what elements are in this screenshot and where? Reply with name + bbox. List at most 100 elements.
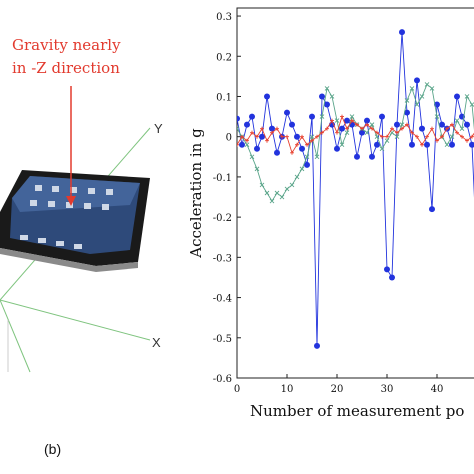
series-2-point <box>405 122 409 127</box>
series-1-point <box>329 94 335 99</box>
series-0-point <box>274 149 280 156</box>
series-1-point <box>334 118 340 123</box>
series-2-point <box>415 134 419 139</box>
series-0-point <box>469 141 474 148</box>
series-1-point <box>309 134 315 140</box>
series-2-point <box>435 138 439 143</box>
series-1-point <box>404 98 410 103</box>
series-0-point <box>324 101 330 108</box>
series-2-point <box>240 134 244 139</box>
series-0-point <box>369 153 375 160</box>
series-2-point <box>385 134 389 139</box>
series-2-point <box>280 134 284 139</box>
series-0-point <box>439 121 445 128</box>
gravity-arrow-head <box>66 196 76 206</box>
series-0-point <box>269 125 275 132</box>
series-1-point <box>464 94 470 99</box>
series-2-point <box>345 126 349 131</box>
series-2-point <box>340 114 344 119</box>
x-tick-label: 40 <box>431 384 444 395</box>
series-1-point <box>374 134 380 140</box>
series-1-point <box>339 142 345 148</box>
series-0-point <box>339 125 345 132</box>
series-2-point <box>335 130 339 135</box>
series-0-point <box>449 141 455 148</box>
series-1-point <box>279 194 285 200</box>
series-0-point <box>299 145 305 152</box>
series-2-point <box>260 126 264 131</box>
series-2-point <box>350 118 354 123</box>
series-1-point <box>324 86 330 91</box>
series-2-point <box>420 142 424 147</box>
series-2-point <box>250 130 254 135</box>
z-axis-line <box>0 299 31 373</box>
annotation-line2: in -Z direction <box>12 59 120 77</box>
series-1-point <box>424 82 430 87</box>
y-tick-label: 0.1 <box>216 92 232 103</box>
series-0-point <box>254 145 260 152</box>
series-0-point <box>244 121 250 128</box>
series-2-point <box>445 126 449 131</box>
series-2-point <box>450 122 454 127</box>
series-2-point <box>315 134 319 139</box>
series-0-point <box>284 109 290 116</box>
series-2-point <box>295 142 299 147</box>
series-2-point <box>395 130 399 135</box>
series-2-point <box>430 126 434 131</box>
series-0-point <box>414 77 420 84</box>
series-0-point <box>334 145 340 152</box>
y-tick-label: -0.6 <box>213 374 232 385</box>
series-2-point <box>270 130 274 135</box>
series-2-point <box>265 138 269 143</box>
tablet-edge <box>0 248 138 272</box>
series-2-point <box>245 138 249 143</box>
tablet-screen-glare <box>12 176 140 212</box>
series-1-point <box>284 186 290 192</box>
series-1-point <box>259 182 265 188</box>
series-0-point <box>399 29 405 36</box>
axis-y-label: Y <box>154 121 163 136</box>
series-2-point <box>237 142 239 147</box>
series-2-point <box>355 122 359 127</box>
series-2-point <box>320 130 324 135</box>
series-2-point <box>365 122 369 127</box>
series-0-point <box>424 141 430 148</box>
series-2-point <box>255 134 259 139</box>
series-2-point <box>440 134 444 139</box>
series-0-point <box>289 121 295 128</box>
series-1-point <box>419 94 425 99</box>
series-0-point <box>429 206 435 213</box>
series-1-point <box>289 182 295 188</box>
series-0-point <box>309 113 315 120</box>
series-1-point <box>469 102 474 107</box>
series-1-point <box>304 154 310 160</box>
series-1-point <box>409 86 415 91</box>
series-0-point <box>454 93 460 100</box>
series-1-point <box>344 130 350 135</box>
x-ticks: 0 10 20 30 40 <box>234 374 444 395</box>
series-0-point <box>379 113 385 120</box>
series-1-point <box>459 126 465 131</box>
series-1-point <box>294 174 300 180</box>
y-tick-label: -0.5 <box>213 334 232 345</box>
series-0-point <box>237 115 240 122</box>
y-tick-label: 0 <box>226 133 232 144</box>
series-0-point <box>389 274 395 281</box>
x-axis-line <box>0 299 151 341</box>
series-1-point <box>237 126 240 131</box>
series-2-point <box>380 134 384 139</box>
series-2-point <box>375 130 379 135</box>
axis-x-label: X <box>152 335 161 350</box>
y-tick-label: -0.2 <box>213 213 232 224</box>
series-2-point <box>285 134 289 139</box>
series-1-point <box>244 142 250 148</box>
series-2-point <box>370 126 374 131</box>
series-1-point <box>249 154 255 160</box>
y-tick-label: 0.3 <box>216 12 232 23</box>
series-2-point <box>400 126 404 131</box>
series-1-point <box>414 102 420 107</box>
series-1-point <box>369 122 375 127</box>
series-0-point <box>404 109 410 116</box>
series-1-point <box>269 198 275 204</box>
